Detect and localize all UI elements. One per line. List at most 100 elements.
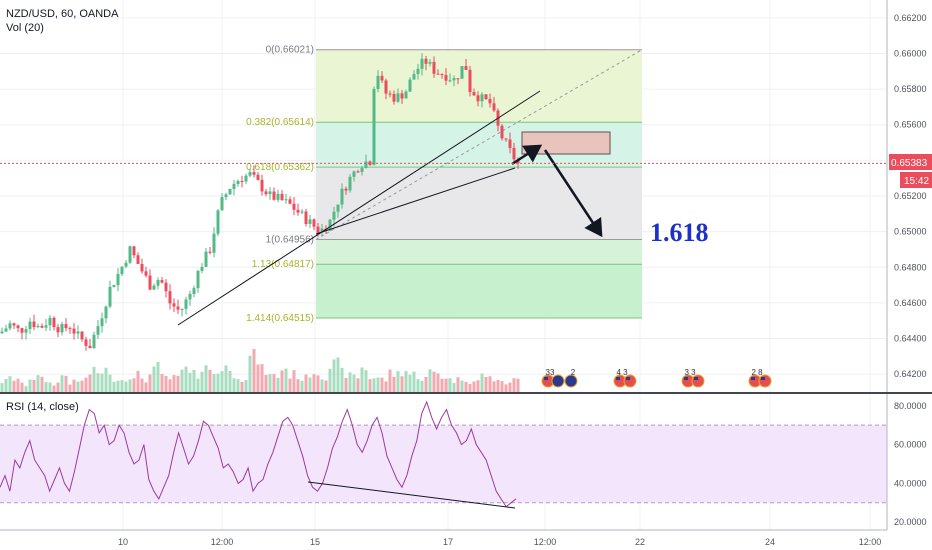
volume-bar: [0, 383, 4, 392]
volume-bar: [72, 379, 76, 392]
volume-bar: [276, 377, 280, 392]
candle-body: [296, 209, 300, 213]
fib-level-label: 1.13(0.64817): [252, 259, 314, 270]
volume-bar: [372, 378, 376, 392]
symbol-title[interactable]: NZD/USD, 60, OANDA: [6, 8, 119, 20]
rsi-tick-label: 60.0000: [894, 440, 927, 450]
candle-body: [388, 93, 392, 95]
time-tick-label: 15: [310, 537, 320, 547]
volume-bar: [28, 379, 32, 392]
volume-bar: [8, 376, 12, 392]
candle-body: [476, 95, 480, 102]
candle-body: [172, 303, 176, 307]
volume-bar: [20, 382, 24, 392]
volume-bar: [176, 375, 180, 392]
event-count: 2: [571, 368, 576, 377]
target-zone-box: [521, 131, 611, 155]
candle-body: [272, 191, 276, 200]
candle-body: [216, 210, 220, 234]
candle-body: [56, 327, 60, 333]
rsi-label[interactable]: RSI (14, close): [6, 401, 79, 413]
flag-canton: [761, 377, 765, 380]
volume-bar: [376, 377, 380, 392]
volume-bar: [284, 368, 288, 392]
candle-body: [512, 147, 516, 160]
candle-body: [24, 329, 28, 333]
candle-body: [280, 193, 284, 201]
volume-label[interactable]: Vol (20): [6, 22, 44, 34]
volume-bar: [100, 373, 104, 392]
flag-canton: [544, 377, 548, 380]
volume-bar: [416, 379, 420, 392]
volume-bar: [152, 366, 156, 392]
volume-bar: [212, 374, 216, 392]
drawing-tools: [0, 90, 887, 326]
candle-body: [52, 317, 56, 328]
candle-body: [156, 280, 160, 286]
volume-bar: [24, 386, 28, 392]
volume-bar: [384, 381, 388, 392]
candle-body: [176, 306, 180, 310]
volume-bar: [264, 374, 268, 392]
volume-bar: [96, 373, 100, 392]
volume-bar: [368, 379, 372, 392]
volume-bar: [76, 381, 80, 392]
candle-body: [148, 275, 152, 290]
candle-body: [312, 219, 316, 227]
volume-bar: [496, 379, 500, 392]
volume-bar: [320, 379, 324, 392]
volume-bar: [148, 374, 152, 392]
volume-bar: [360, 367, 364, 392]
volume-bar: [120, 380, 124, 392]
volume-bar: [244, 380, 248, 392]
fib-trend-line: [315, 49, 643, 240]
candle-body: [276, 193, 280, 200]
candle-body: [140, 263, 144, 272]
price-tick-label: 0.64400: [894, 334, 927, 344]
volume-bar: [304, 374, 308, 392]
candle-body: [392, 94, 396, 102]
candle-body: [248, 172, 252, 176]
volume-bar: [364, 370, 368, 392]
rsi-tick-label: 80.0000: [894, 401, 927, 411]
candle-body: [364, 161, 368, 168]
candle-body: [88, 345, 92, 349]
volume-bar: [420, 380, 424, 392]
candle-body: [376, 75, 380, 89]
volume-bar: [352, 374, 356, 392]
price-tick-label: 0.64200: [894, 369, 927, 379]
candle-body: [484, 94, 488, 100]
fib-zone: [316, 167, 642, 240]
volume-bar: [492, 381, 496, 392]
volume-bar: [56, 382, 60, 392]
candle-body: [196, 270, 200, 289]
candle-body: [348, 176, 352, 191]
volume-bar: [484, 377, 488, 392]
rsi-divergence-line: [307, 481, 516, 509]
candle-body: [0, 331, 4, 334]
candle-body: [116, 274, 120, 286]
volume-bar: [180, 369, 184, 392]
candle-body: [108, 286, 112, 307]
candle-body: [96, 326, 100, 335]
flag-canton: [751, 377, 755, 380]
volume-bar: [292, 370, 296, 392]
candle-body: [92, 334, 96, 349]
candlestick-series: [0, 53, 520, 351]
volume-bar: [280, 370, 284, 392]
candle-body: [444, 75, 448, 81]
volume-bar: [156, 361, 160, 392]
rsi-tick-label: 40.0000: [894, 478, 927, 488]
event-count: 3 3: [684, 368, 696, 377]
price-tick-label: 0.65000: [894, 227, 927, 237]
candle-body: [464, 66, 468, 70]
volume-bar: [328, 368, 332, 392]
volume-bar: [188, 372, 192, 392]
candle-body: [352, 171, 356, 177]
volume-bar: [396, 371, 400, 392]
candle-body: [4, 328, 8, 332]
candle-body: [120, 266, 124, 275]
candle-body: [32, 321, 36, 328]
candle-body: [104, 306, 108, 319]
candle-body: [184, 299, 188, 309]
